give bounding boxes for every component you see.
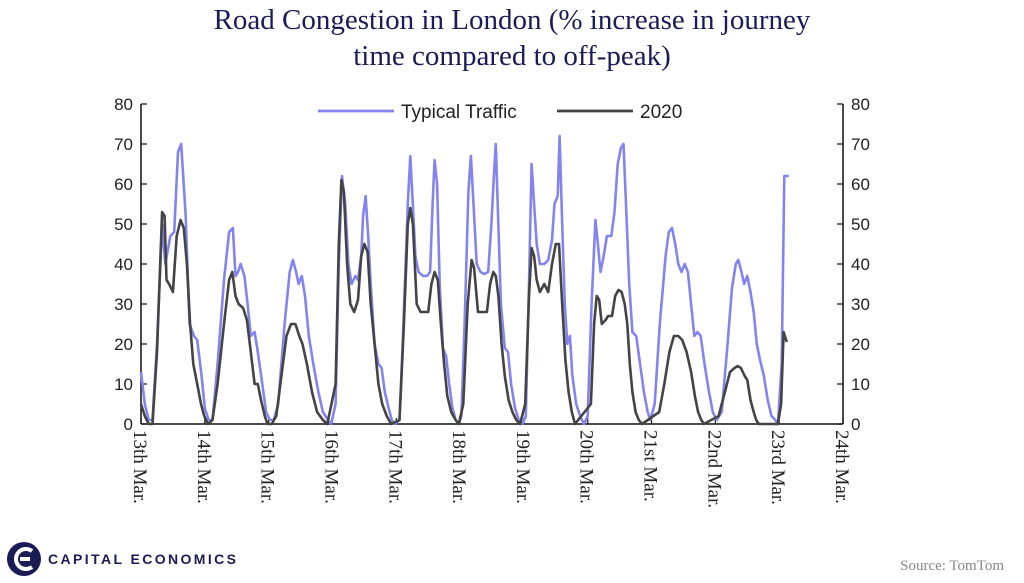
y-axis-left: 0 10 20 30 40 50 60 70 80 [114,95,147,434]
y-left-tick-label: 80 [114,95,133,114]
series-layer [139,134,789,426]
x-tick-label: 23rd Mar. [767,430,788,505]
y-right-tick-label: 30 [851,295,870,314]
y-left-tick-label: 0 [124,415,133,434]
x-tick-label: 22nd Mar. [703,430,724,508]
capital-economics-logo-icon [7,542,41,576]
chart-title-line-1: Road Congestion in London (% increase in… [213,4,811,36]
legend-label: Typical Traffic [401,102,517,123]
series-line-2020 [139,178,789,426]
legend-label: 2020 [640,102,682,123]
y-right-tick-label: 10 [851,375,870,394]
x-tick-label: 24th Mar. [831,430,852,504]
chart-title: Road Congestion in London (% increase in… [0,2,1024,74]
brand-name: CAPITAL ECONOMICS [48,551,239,567]
y-left-tick-label: 40 [114,255,133,274]
y-left-tick-label: 50 [114,215,133,234]
legend: Typical Traffic 2020 [318,102,682,123]
x-tick-label: 14th Mar. [193,430,214,504]
chart-title-line-2: time compared to off-peak) [353,40,671,72]
y-left-tick-label: 20 [114,335,133,354]
y-right-tick-label: 0 [851,415,860,434]
y-right-tick-label: 20 [851,335,870,354]
brand-logo: CAPITAL ECONOMICS [6,540,238,578]
y-left-tick-label: 10 [114,375,133,394]
y-left-tick-label: 60 [114,175,133,194]
y-right-tick-label: 80 [851,95,870,114]
source-note: Source: TomTom [900,558,1004,574]
y-right-tick-label: 40 [851,255,870,274]
y-right-tick-label: 50 [851,215,870,234]
series-line-typical-traffic [139,134,789,426]
x-tick-label: 17th Mar. [384,430,405,504]
x-tick-label: 20th Mar. [576,430,597,504]
y-axis-right: 0 10 20 30 40 50 60 70 80 [837,95,870,434]
y-right-tick-label: 70 [851,135,870,154]
x-tick-label: 13th Mar. [129,430,150,504]
y-left-tick-label: 70 [114,135,133,154]
x-tick-label: 19th Mar. [512,430,533,504]
x-tick-label: 16th Mar. [320,430,341,504]
x-tick-label: 21st Mar. [640,430,661,502]
x-tick-label: 15th Mar. [257,430,278,504]
x-tick-label: 18th Mar. [448,430,469,504]
x-axis: 13th Mar. 14th Mar. 15th Mar. 16th Mar. 17th… [129,418,852,508]
y-left-tick-label: 30 [114,295,133,314]
y-right-tick-label: 60 [851,175,870,194]
